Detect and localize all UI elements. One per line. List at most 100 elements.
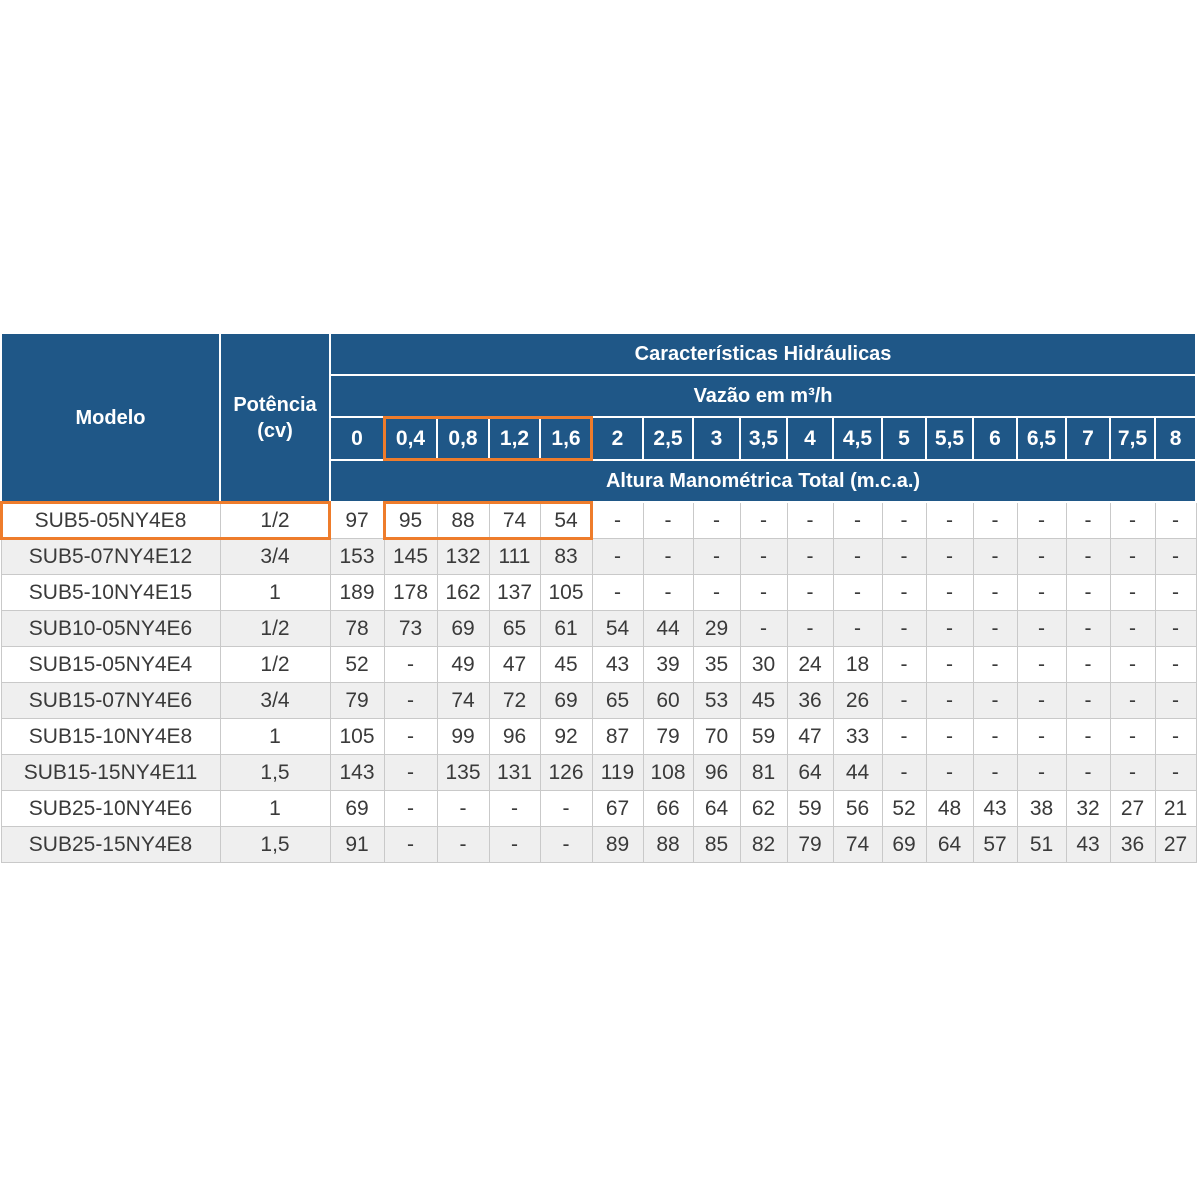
model-cell: SUB15-15NY4E11 [0, 754, 221, 791]
head-value-cell: 43 [591, 646, 644, 683]
head-value-cell: - [1065, 646, 1111, 683]
head-value-cell: 33 [832, 718, 883, 755]
head-value-cell: 96 [488, 718, 541, 755]
head-value-cell: 72 [488, 682, 541, 719]
head-value-cell: - [642, 538, 694, 575]
head-value-cell: - [1016, 718, 1067, 755]
head-value-cell: 85 [692, 826, 741, 863]
head-value-cell: - [1109, 538, 1156, 575]
head-value-cell: - [1154, 574, 1197, 611]
head-value-cell: 65 [591, 682, 644, 719]
head-value-cell: - [383, 718, 438, 755]
model-cell: SUB15-05NY4E4 [0, 646, 221, 683]
table-row: SUB25-10NY4E6 1 69- - - -67 66 64 62 59 56 52 48 43 38… [0, 790, 1197, 827]
head-value-cell: 44 [642, 610, 694, 647]
power-cell: 1 [219, 574, 331, 611]
head-value-cell: 27 [1154, 826, 1197, 863]
head-value-cell: 59 [739, 718, 788, 755]
head-value-cell: 67 [591, 790, 644, 827]
head-value-cell: - [1016, 646, 1067, 683]
head-value-cell: - [642, 501, 694, 539]
head-value-cell: 74 [436, 682, 490, 719]
model-cell: SUB25-10NY4E6 [0, 790, 221, 827]
head-value-cell: - [1065, 610, 1111, 647]
head-value-cell: 62 [739, 790, 788, 827]
head-value-cell: - [591, 501, 644, 539]
head-value-cell: - [881, 501, 927, 539]
head-value-cell: - [1154, 610, 1197, 647]
model-cell: SUB15-10NY4E8 [0, 718, 221, 755]
table-row: SUB15-05NY4E4 1/2 52-49 47 45 43 39 35 30 24 18- - -… [0, 646, 1197, 683]
head-value-cell: 65 [488, 610, 541, 647]
head-value-cell: 38 [1016, 790, 1067, 827]
head-value-cell: 30 [739, 646, 788, 683]
table-row: SUB5-07NY4E12 3/4 153 145 132 111 83- - - - - - - - - -… [0, 538, 1197, 575]
flow-header-cell: 6,5 [1016, 416, 1067, 461]
head-value-cell: 74 [832, 826, 883, 863]
flow-header-cell: 5,5 [925, 416, 974, 461]
head-value-cell: 88 [642, 826, 694, 863]
head-value-cell: - [692, 538, 741, 575]
power-cell: 3/4 [219, 538, 331, 575]
head-value-cell: 88 [436, 501, 490, 539]
head-value-cell: 89 [591, 826, 644, 863]
head-value-cell: 73 [383, 610, 438, 647]
head-value-cell: 53 [692, 682, 741, 719]
header-power-label: Potência [233, 393, 317, 416]
head-value-cell: 48 [925, 790, 974, 827]
head-value-cell: - [488, 790, 541, 827]
head-value-cell: 189 [329, 574, 385, 611]
head-value-cell: 131 [488, 754, 541, 791]
head-value-cell: - [739, 610, 788, 647]
head-value-cell: 43 [972, 790, 1018, 827]
head-value-cell: - [539, 826, 593, 863]
head-value-cell: - [383, 826, 438, 863]
head-value-cell: 59 [786, 790, 834, 827]
head-value-cell: 52 [881, 790, 927, 827]
head-value-cell: - [972, 646, 1018, 683]
head-value-cell: - [1109, 646, 1156, 683]
head-value-cell: - [1065, 682, 1111, 719]
head-value-cell: - [881, 610, 927, 647]
head-value-cell: 69 [329, 790, 385, 827]
head-value-cell: 79 [329, 682, 385, 719]
table-row: SUB5-10NY4E15 1 189 178 162 137 105- - - - - - - - - - -… [0, 574, 1197, 611]
head-value-cell: 82 [739, 826, 788, 863]
head-value-cell: - [739, 538, 788, 575]
head-value-cell: 27 [1109, 790, 1156, 827]
head-value-cell: - [591, 574, 644, 611]
head-value-cell: - [925, 754, 974, 791]
head-value-cell: 57 [972, 826, 1018, 863]
head-value-cell: - [383, 754, 438, 791]
head-value-cell: 70 [692, 718, 741, 755]
head-value-cell: 153 [329, 538, 385, 575]
head-value-cell: 51 [1016, 826, 1067, 863]
head-value-cell: 21 [1154, 790, 1197, 827]
header-flow: Vazão em m³/h [328, 374, 1198, 418]
head-value-cell: - [1016, 574, 1067, 611]
head-value-cell: 96 [692, 754, 741, 791]
table-body: SUB5-05NY4E8 1/2 97 95 88 74 54- - - - - - - - - - - - - SU… [0, 501, 1197, 863]
head-value-cell: - [1065, 574, 1111, 611]
head-value-cell: 54 [591, 610, 644, 647]
flow-header-cell: 0 [329, 416, 385, 461]
head-value-cell: - [1065, 538, 1111, 575]
head-value-cell: 95 [383, 501, 438, 539]
head-value-cell: - [972, 610, 1018, 647]
head-value-cell: 81 [739, 754, 788, 791]
head-value-cell: - [881, 754, 927, 791]
head-value-cell: - [972, 538, 1018, 575]
head-value-cell: 36 [1109, 826, 1156, 863]
head-value-cell: - [1016, 501, 1067, 539]
head-value-cell: - [1016, 682, 1067, 719]
head-value-cell: - [1154, 682, 1197, 719]
head-value-cell: - [383, 682, 438, 719]
head-value-cell: 44 [832, 754, 883, 791]
head-value-cell: 79 [642, 718, 694, 755]
head-value-cell: - [692, 501, 741, 539]
head-value-cell: - [832, 574, 883, 611]
head-value-cell: - [436, 790, 490, 827]
head-value-cell: - [1109, 754, 1156, 791]
head-value-cell: - [436, 826, 490, 863]
head-value-cell: - [925, 538, 974, 575]
